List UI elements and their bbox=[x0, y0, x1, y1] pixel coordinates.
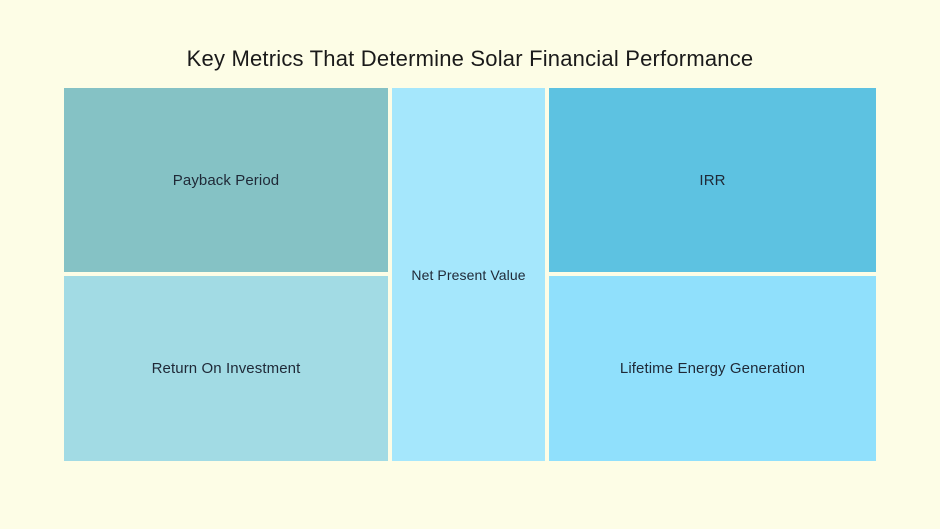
block-payback-period: Payback Period bbox=[64, 88, 388, 272]
block-payback-period-label: Payback Period bbox=[172, 171, 280, 189]
block-net-present-value-label: Net Present Value bbox=[411, 266, 526, 283]
block-return-on-investment-label: Return On Investment bbox=[151, 360, 301, 377]
block-irr: IRR bbox=[549, 88, 876, 272]
page-title: Key Metrics That Determine Solar Financi… bbox=[186, 46, 754, 71]
block-net-present-value: Net Present Value bbox=[392, 88, 545, 461]
block-irr-label: IRR bbox=[699, 171, 726, 189]
block-lifetime-energy-generation: Lifetime Energy Generation bbox=[549, 276, 876, 461]
block-return-on-investment: Return On Investment bbox=[64, 276, 388, 461]
block-lifetime-energy-generation-label: Lifetime Energy Generation bbox=[619, 360, 806, 377]
treemap: Payback Period Return On Investment Net … bbox=[64, 88, 876, 461]
